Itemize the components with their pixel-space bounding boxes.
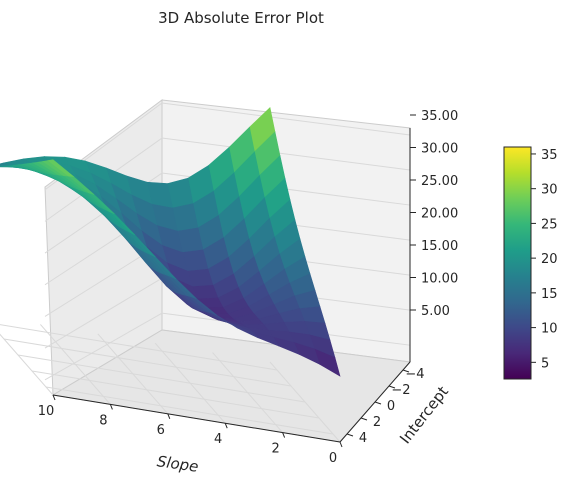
y-gridline — [0, 324, 278, 371]
x-tick-label: 4 — [214, 432, 222, 447]
y-tick-mark — [360, 417, 368, 421]
z-tick-label: 20.00 — [421, 207, 458, 222]
surface-patch — [47, 159, 75, 177]
x-ticks: 10 8 6 4 2 0 — [38, 394, 343, 466]
z-tick-label: 5.00 — [421, 304, 450, 319]
x-tick-label: 2 — [271, 442, 279, 457]
x-gridline — [0, 333, 54, 396]
colorbar-tick-label: 25 — [541, 217, 558, 232]
z-ticks: 5.00 10.00 15.00 20.00 25.00 30.00 35.00 — [410, 109, 458, 319]
x-tick-mark — [339, 441, 343, 448]
z-gridline — [44, 172, 411, 254]
x-tick-label: 8 — [99, 413, 107, 428]
chart-title: 3D Absolute Error Plot — [158, 9, 324, 27]
y-tick-label: −4 — [405, 367, 424, 382]
error-surface — [0, 107, 341, 377]
x-tick-mark — [52, 394, 56, 401]
y-tick-mark — [346, 433, 354, 437]
colorbar-tick-label: 35 — [541, 148, 558, 163]
x-tick-mark — [224, 423, 228, 429]
x-tick-label: 0 — [329, 451, 337, 466]
colorbar-tick-label: 30 — [541, 183, 558, 198]
colorbar: 5 10 15 20 25 30 35 — [503, 146, 558, 380]
y-tick-label: 0 — [387, 399, 395, 414]
colorbar-tick-label: 20 — [541, 252, 558, 267]
colorbar-ticks: 5 10 15 20 25 30 35 — [531, 148, 558, 371]
x-tick-label: 10 — [38, 404, 55, 419]
z-tick-label: 15.00 — [421, 239, 458, 254]
colorbar-tick-label: 5 — [541, 356, 549, 371]
colorbar-tick-label: 10 — [541, 322, 558, 337]
y-gridline — [17, 354, 306, 403]
x-tick-label: 6 — [157, 423, 165, 438]
z-tick-label: 35.00 — [421, 109, 458, 124]
x-tick-mark — [167, 413, 171, 419]
x-axis-line — [52, 394, 341, 443]
y-tick-mark — [388, 385, 396, 389]
y-gridline — [31, 370, 320, 419]
y-tick-mark — [374, 401, 382, 405]
x-tick-mark — [109, 404, 113, 410]
z-tick-label: 10.00 — [421, 272, 458, 287]
x-tick-mark — [282, 432, 286, 438]
y-gridline — [3, 338, 292, 387]
surface-patch — [0, 162, 9, 166]
z-tick-label: 25.00 — [421, 174, 458, 189]
y-gridline — [45, 386, 334, 435]
z-tick-label: 30.00 — [421, 142, 458, 157]
colorbar-fill — [503, 146, 532, 380]
x-axis-label: Slope — [156, 452, 200, 476]
y-tick-label: 4 — [359, 431, 367, 446]
y-tick-label: −2 — [391, 383, 410, 398]
colorbar-tick-label: 15 — [541, 287, 558, 302]
y-tick-mark — [402, 369, 410, 373]
y-tick-label: 2 — [373, 415, 381, 430]
